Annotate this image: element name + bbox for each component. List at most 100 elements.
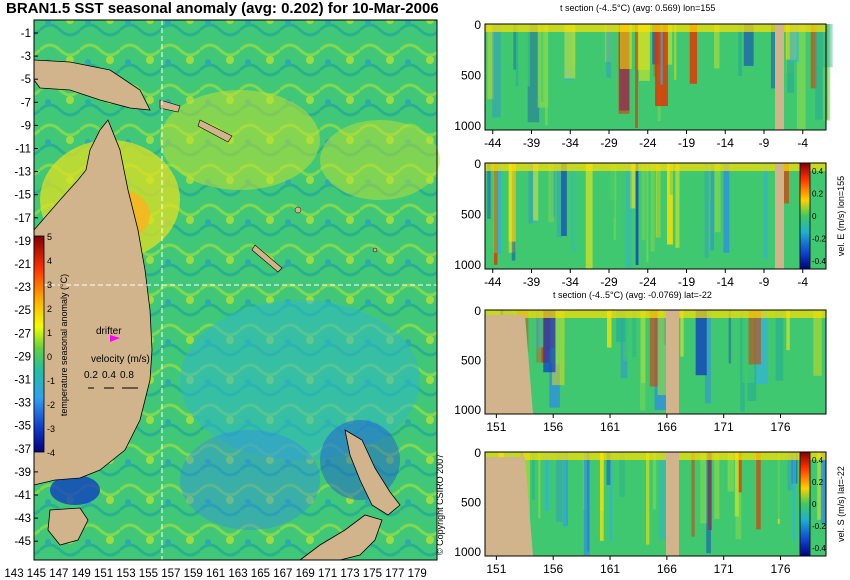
map-lon-tick: 165 — [251, 568, 270, 580]
section-stripe — [616, 310, 626, 342]
land-gap — [666, 310, 679, 414]
map-colorbar-tick: 2 — [47, 304, 52, 314]
panel-x-tick: -44 — [484, 275, 502, 289]
section-stripe — [770, 24, 779, 89]
surface-band — [485, 163, 826, 171]
section-stripe — [810, 24, 817, 89]
section-stripe — [775, 452, 783, 519]
section-stripe — [641, 163, 646, 241]
section-stripe — [544, 452, 549, 512]
land-gap — [775, 163, 784, 269]
map-lon-axis: 143 145 147 149 151 153 155 157 159 161 163 165 167 1… — [4, 568, 426, 580]
velocity-colorbar — [799, 451, 811, 557]
section-stripe — [610, 163, 616, 217]
section-panel-2: 0 500 1000-44 -39 -34 -29 -24 -19 -14 -9 -4 0.4 0.2 0… — [454, 157, 846, 289]
map-lat-tick: -45 — [14, 536, 31, 548]
section-stripe — [610, 452, 613, 542]
section-stripe — [487, 163, 491, 219]
section-stripe — [625, 163, 632, 269]
section-stripe — [585, 163, 593, 269]
section-stripe — [675, 163, 680, 248]
panel-x-tick: -14 — [717, 136, 735, 150]
map-lon-tick: 161 — [206, 568, 225, 580]
section-stripe — [487, 163, 493, 229]
panel-x-tick: -9 — [759, 136, 770, 150]
section-stripe — [607, 310, 612, 348]
section-stripe — [687, 163, 692, 261]
panel-x-tick: -9 — [759, 275, 770, 289]
map-lat-tick: -1 — [21, 28, 31, 40]
panel-y-tick: 0 — [474, 446, 481, 460]
section-stripe — [606, 452, 611, 486]
map-lon-tick: 159 — [184, 568, 203, 580]
section-stripe — [535, 310, 542, 350]
map-lat-tick: -7 — [21, 97, 31, 109]
panel-x-tick: -29 — [600, 275, 618, 289]
section-stripe — [538, 452, 541, 519]
section-stripe — [624, 310, 632, 357]
map-lon-tick: 157 — [161, 568, 180, 580]
section-stripe — [646, 163, 649, 263]
panel-x-tick: -19 — [678, 275, 696, 289]
panel-y-tick: 0 — [474, 304, 481, 318]
panel-x-tick: -44 — [484, 136, 502, 150]
section-stripe — [563, 452, 567, 528]
velocity-colorbar-tick: -0.2 — [812, 235, 826, 244]
section-stripe — [756, 452, 761, 530]
section-stripe — [786, 310, 790, 351]
section-stripe — [650, 163, 655, 252]
section-stripe — [706, 452, 711, 554]
panel-x-tick: 156 — [543, 562, 563, 576]
section-stripe — [492, 24, 501, 118]
velocity-colorbar — [799, 162, 811, 270]
map-lat-tick: -37 — [14, 444, 31, 456]
map-colorbar-tick: 0 — [47, 352, 52, 362]
section-stripe — [763, 163, 768, 259]
panel-frame — [484, 451, 827, 557]
map-lat-tick: -13 — [14, 167, 31, 179]
section-stripe — [553, 24, 562, 80]
panel-x-tick: 151 — [486, 420, 506, 434]
map-lon-tick: 169 — [296, 568, 315, 580]
map-lon-tick: 149 — [72, 568, 91, 580]
section-stripe — [756, 310, 768, 384]
section-stripe — [646, 452, 650, 545]
section-stripe — [656, 163, 663, 248]
panel-y-tick: 1000 — [454, 403, 481, 417]
section-stripe — [748, 310, 761, 365]
section-stripe — [599, 452, 604, 541]
section-stripe — [533, 163, 539, 221]
panel-3-title: t section (-4..5°C) (avg: -0.0769) lat=-… — [553, 290, 712, 300]
panel-y-tick: 500 — [461, 207, 481, 221]
map-lon-tick: 151 — [94, 568, 113, 580]
panel-x-tick: 166 — [657, 420, 677, 434]
land-new-zealand-south — [298, 514, 383, 561]
land-new-guinea — [33, 59, 151, 111]
map-colorbar-ticks: 5 4 3 2 1 0 -1 -2 -3 -4 — [47, 232, 55, 458]
drifter-marker — [110, 335, 120, 342]
panel-x-tick: 161 — [600, 420, 620, 434]
land-gap — [666, 452, 679, 556]
velocity-colorbar-tick: 0.4 — [812, 456, 824, 465]
map-lat-tick: -33 — [14, 398, 31, 410]
section-stripe — [704, 310, 711, 404]
section-stripe — [555, 310, 560, 365]
panel-x-tick: 176 — [771, 420, 791, 434]
panel-frame — [484, 23, 827, 131]
velocity-colorbar-label: vel. E (m/s) lon=155 — [836, 176, 846, 256]
map-lat-tick: -19 — [14, 236, 31, 248]
drifter-label: drifter — [96, 326, 122, 337]
section-stripe — [543, 310, 556, 373]
velocity-scale-1: 0.4 — [102, 370, 116, 381]
panel-x-tick: 151 — [486, 562, 506, 576]
section-stripe — [700, 452, 707, 524]
section-stripe — [632, 310, 637, 358]
map-lat-tick: -11 — [15, 144, 31, 156]
section-stripe — [714, 24, 720, 69]
map-plot-area — [33, 19, 440, 561]
land-gap — [775, 24, 784, 130]
map-lon-tick: 147 — [49, 568, 68, 580]
land-australia-section — [485, 457, 533, 556]
velocity-colorbar-label: vel. S (m/s) lat=-22 — [836, 466, 846, 542]
